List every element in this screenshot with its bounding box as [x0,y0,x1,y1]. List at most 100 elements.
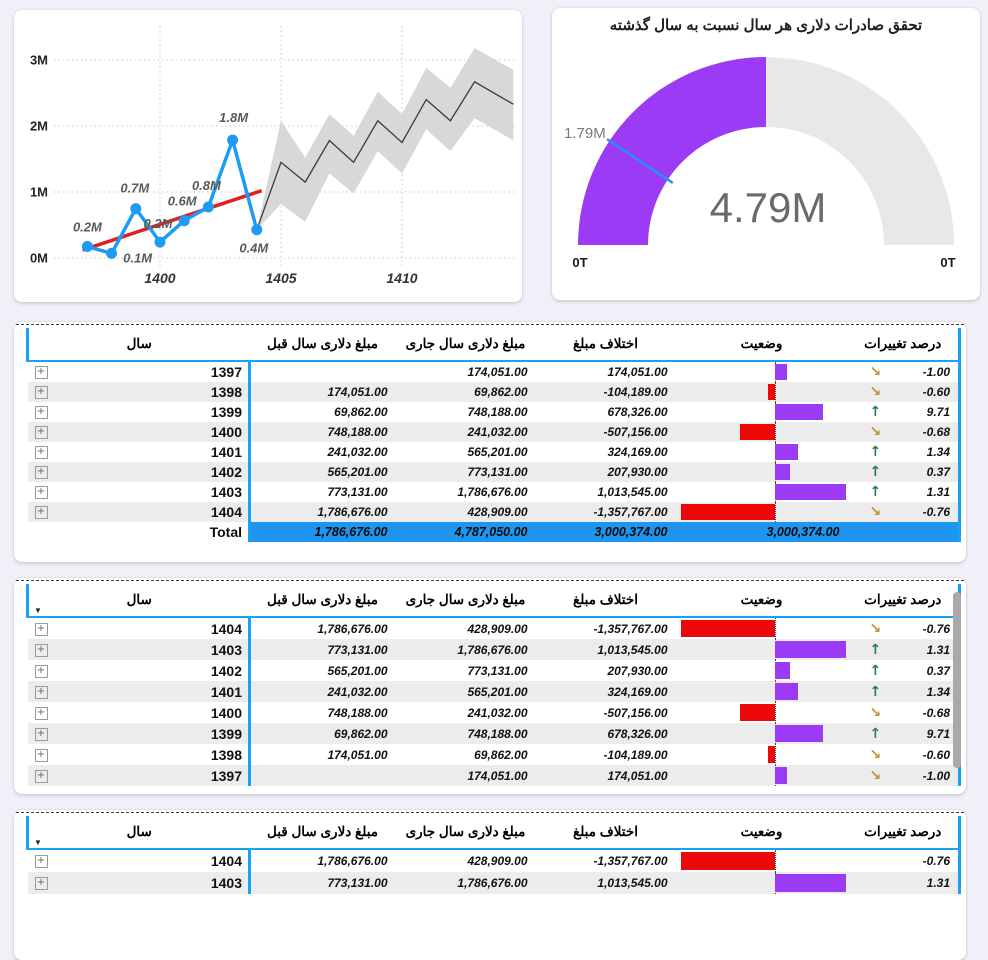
year-value: 1404 [210,853,242,869]
curr-amount-cell: 428,909.00 [467,854,528,868]
status-bar-cell [676,422,848,442]
col-header-curr-amount[interactable]: مبلغ دلاری سال جاری [395,328,536,362]
expand-row-button[interactable]: + [34,855,48,868]
pct-value: -0.60 [922,385,950,399]
diff-amount-cell: 207,930.00 [607,465,668,479]
year-value: 1397 [210,364,242,380]
dashed-top-border [16,324,964,325]
negative-status-bar [768,746,776,763]
year-value: 1399 [210,404,242,420]
positive-status-bar [775,364,788,380]
trend-up-icon: ↑ [869,404,882,420]
year-cell: +1403 [27,639,251,660]
diff-amount-cell: -507,156.00 [603,425,668,439]
col-header-curr-amount[interactable]: مبلغ دلاری سال جاری [395,584,536,618]
pct-change-cell: ↑ 1.31 [847,639,961,660]
expand-row-button[interactable]: + [34,727,48,741]
col-header-diff-amount[interactable]: اختلاف مبلغ [535,328,676,362]
col-header-pct-change[interactable]: درصد تغییرات [847,816,961,850]
gauge-chart: 1.79M 4.79M 0T 0T [564,57,956,270]
expand-row-button[interactable]: + [34,748,48,762]
matrix-3: سال ▼ مبلغ دلاری سال قبل مبلغ دلاری سال ج… [26,816,961,894]
table-row: +1399 69,862.00 748,188.00 678,326.00 ↑ 9.71 [27,402,961,422]
expand-row-button[interactable]: + [34,506,48,519]
col-header-status[interactable]: وضعیت [675,328,848,362]
col-header-status[interactable]: وضعیت [675,816,848,850]
col-header-diff-amount[interactable]: اختلاف مبلغ [535,584,676,618]
col-header-prev-amount[interactable]: مبلغ دلاری سال قبل [249,816,396,850]
powerbi-dashboard: { "gauge": { "title": "تحقق صادرات دلاری… [14,8,980,960]
year-value: 1398 [210,746,242,763]
status-bar-cell [676,402,848,422]
col-header-year[interactable]: سال [26,328,250,362]
svg-text:0T: 0T [940,255,955,270]
year-cell: +1399 [27,723,251,744]
expand-row-button[interactable]: + [34,706,48,720]
positive-status-bar [775,464,790,480]
total-pct-cell [847,522,961,542]
expand-row-button[interactable]: + [34,366,48,379]
pct-value: -1.00 [922,768,950,783]
expand-row-button[interactable]: + [34,664,48,678]
trend-up-icon: ↑ [869,464,882,480]
svg-text:0M: 0M [30,251,48,266]
sort-descending-icon[interactable]: ▼ [34,838,42,847]
year-cell: +1404 [27,617,251,639]
expand-row-button[interactable]: + [34,877,48,890]
vertical-scrollbar[interactable] [953,592,961,768]
pct-change-cell: ↘ -0.60 [847,744,961,765]
dashed-top-border [16,580,964,581]
col-header-prev-amount[interactable]: مبلغ دلاری سال قبل [249,584,396,618]
prev-amount-cell [250,765,396,786]
expand-row-button[interactable]: + [34,466,48,479]
year-value: 1400 [210,424,242,440]
diff-amount-cell: 324,169.00 [607,445,668,459]
header-row: سال ▼ مبلغ دلاری سال قبل مبلغ دلاری سال ج… [26,816,961,850]
trend-up-icon: ↑ [869,725,882,742]
col-header-curr-amount[interactable]: مبلغ دلاری سال جاری [395,816,536,850]
trend-down-icon: ↘ [869,424,882,440]
status-bar-cell [676,361,848,382]
svg-text:1.8M: 1.8M [219,110,249,125]
negative-status-bar [680,504,776,520]
year-value: 1398 [210,384,242,400]
expand-row-button[interactable]: + [34,386,48,399]
status-bar-cell [676,723,848,744]
col-header-year[interactable]: سال ▼ [26,584,250,618]
forecast-line-chart-card: 0M 1M 2M 3M 1400 1405 1410 0.2M 0.1M 0.7M 0.2M 0.6M… [14,10,522,302]
expand-row-button[interactable]: + [34,685,48,699]
sort-descending-icon[interactable]: ▼ [34,606,42,615]
status-axis-line [775,502,777,522]
col-header-pct-change[interactable]: درصد تغییرات [847,584,961,618]
expand-row-button[interactable]: + [34,643,48,657]
diff-amount-cell: 174,051.00 [607,768,668,783]
expand-row-button[interactable]: + [34,426,48,439]
pct-value: 0.37 [926,465,950,479]
trend-down-icon: ↘ [869,364,882,380]
negative-status-bar [739,424,776,440]
col-header-prev-amount[interactable]: مبلغ دلاری سال قبل [249,328,396,362]
prev-amount-cell: 773,131.00 [327,485,388,499]
year-value: 1402 [210,662,242,679]
status-bar-cell [676,382,848,402]
svg-text:4.79M: 4.79M [710,184,827,231]
status-bar-cell [676,482,848,502]
col-header-status[interactable]: وضعیت [675,584,848,618]
expand-row-button[interactable]: + [34,622,48,636]
expand-row-button[interactable]: + [34,406,48,419]
expand-row-button[interactable]: + [34,486,48,499]
year-cell: +1404 [27,502,251,522]
diff-amount-cell: 1,013,545.00 [597,876,668,890]
total-curr-cell: 4,787,050.00 [395,522,536,542]
pct-value: -0.76 [922,854,950,868]
col-header-diff-amount[interactable]: اختلاف مبلغ [535,816,676,850]
expand-row-button[interactable]: + [34,769,48,783]
col-header-pct-change[interactable]: درصد تغییرات [847,328,961,362]
table-row: +1401 241,032.00 565,201.00 324,169.00 ↑ 1.34 [27,681,961,702]
pct-change-cell: ↘ -0.76 [847,617,961,639]
col-header-year[interactable]: سال ▼ [26,816,250,850]
pct-change-cell: ↑ 1.31 [847,482,961,502]
year-cell: +1403 [27,872,251,894]
table-row: +1399 69,862.00 748,188.00 678,326.00 ↑ 9.71 [27,723,961,744]
expand-row-button[interactable]: + [34,446,48,459]
